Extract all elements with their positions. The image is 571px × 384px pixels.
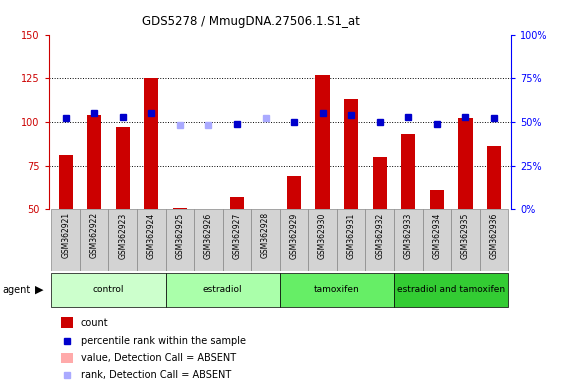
Bar	[372, 157, 387, 209]
Bar	[315, 75, 329, 209]
Bar	[394, 273, 508, 307]
Text: GSM362929: GSM362929	[289, 212, 299, 258]
Text: agent: agent	[3, 285, 31, 295]
Bar	[223, 209, 251, 271]
Bar	[287, 176, 301, 209]
Text: GSM362933: GSM362933	[404, 212, 413, 259]
Text: control: control	[93, 285, 124, 295]
Bar	[430, 190, 444, 209]
Bar	[480, 209, 508, 271]
Bar	[144, 78, 158, 209]
Text: GSM362931: GSM362931	[347, 212, 356, 258]
Bar	[458, 118, 472, 209]
Bar	[58, 155, 73, 209]
Text: GSM362936: GSM362936	[489, 212, 498, 259]
Text: GSM362924: GSM362924	[147, 212, 156, 258]
Text: GSM362921: GSM362921	[61, 212, 70, 258]
Text: GSM362930: GSM362930	[318, 212, 327, 259]
Text: GSM362925: GSM362925	[175, 212, 184, 258]
Bar	[280, 209, 308, 271]
Text: GSM362927: GSM362927	[232, 212, 242, 258]
Bar	[344, 99, 358, 209]
Text: percentile rank within the sample: percentile rank within the sample	[81, 336, 246, 346]
Bar	[230, 197, 244, 209]
Bar	[280, 273, 394, 307]
Bar	[166, 273, 280, 307]
Text: GSM362928: GSM362928	[261, 212, 270, 258]
Text: GSM362934: GSM362934	[432, 212, 441, 259]
Text: GSM362922: GSM362922	[90, 212, 99, 258]
Bar	[108, 209, 137, 271]
Bar	[166, 209, 194, 271]
Bar	[401, 134, 415, 209]
Bar	[61, 353, 73, 363]
Bar	[80, 209, 108, 271]
Text: GSM362923: GSM362923	[118, 212, 127, 258]
Text: GSM362926: GSM362926	[204, 212, 213, 258]
Bar	[251, 209, 280, 271]
Text: tamoxifen: tamoxifen	[314, 285, 360, 295]
Bar	[308, 209, 337, 271]
Bar	[194, 209, 223, 271]
Bar	[451, 209, 480, 271]
Bar	[87, 115, 102, 209]
Bar	[51, 209, 80, 271]
Bar	[337, 209, 365, 271]
Bar	[486, 146, 501, 209]
Bar	[365, 209, 394, 271]
Text: estradiol and tamoxifen: estradiol and tamoxifen	[397, 285, 505, 295]
Bar	[51, 273, 166, 307]
Text: ▶: ▶	[35, 285, 44, 295]
Text: estradiol: estradiol	[203, 285, 243, 295]
Bar	[423, 209, 451, 271]
Text: count: count	[81, 318, 108, 328]
Bar	[394, 209, 423, 271]
Text: value, Detection Call = ABSENT: value, Detection Call = ABSENT	[81, 353, 236, 363]
Text: rank, Detection Call = ABSENT: rank, Detection Call = ABSENT	[81, 370, 231, 380]
Text: GDS5278 / MmugDNA.27506.1.S1_at: GDS5278 / MmugDNA.27506.1.S1_at	[142, 15, 360, 28]
Bar	[137, 209, 166, 271]
Text: GSM362935: GSM362935	[461, 212, 470, 259]
Text: GSM362932: GSM362932	[375, 212, 384, 258]
Bar	[172, 207, 187, 209]
Bar	[61, 317, 73, 328]
Bar	[115, 127, 130, 209]
